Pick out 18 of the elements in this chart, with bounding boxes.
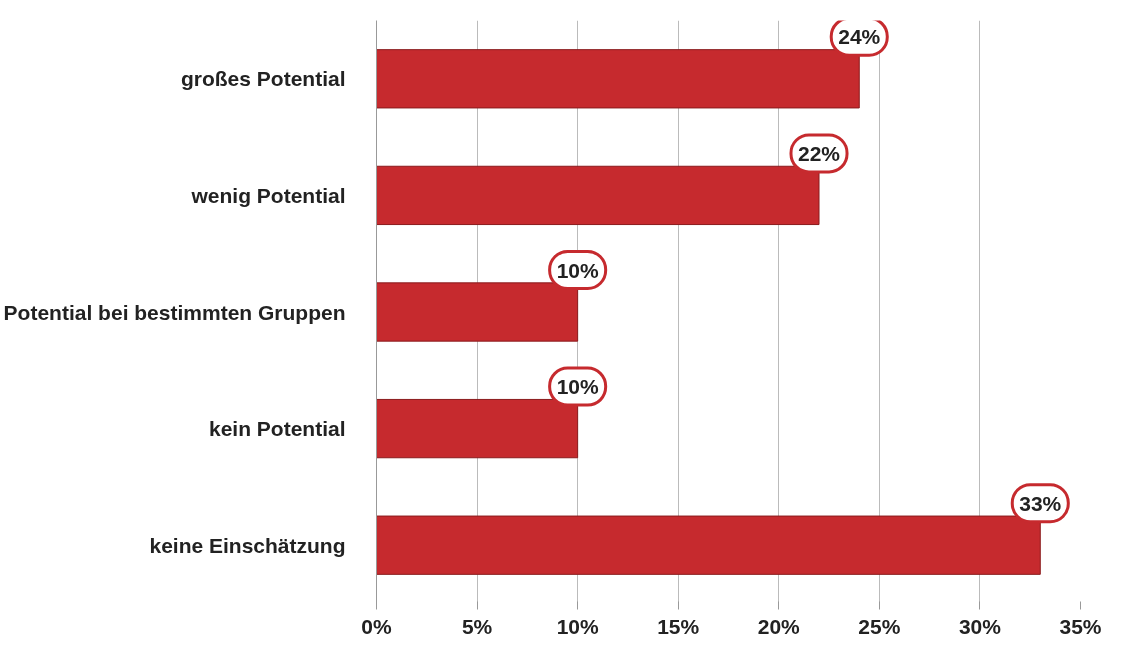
x-tick-label: 15%: [657, 614, 700, 638]
y-tick-label: Potential bei bestimmten Gruppen: [3, 300, 346, 324]
y-tick-label: wenig Potential: [190, 183, 346, 207]
x-tick-label: 25%: [858, 614, 901, 638]
x-tick-label: 30%: [958, 614, 1002, 638]
data-label: 10%: [556, 258, 599, 282]
x-tick-label: 35%: [1059, 614, 1102, 638]
data-label: 24%: [838, 25, 881, 49]
y-tick-label: kein Potential: [208, 417, 346, 441]
y-tick-label: keine Einschätzung: [149, 533, 346, 557]
data-label: 33%: [1019, 491, 1062, 515]
x-tick-label: 5%: [461, 614, 493, 638]
x-tick-label: 0%: [361, 614, 392, 638]
data-label: 22%: [798, 141, 841, 165]
y-tick-label: großes Potential: [180, 67, 346, 91]
data-label: 10%: [556, 375, 599, 399]
x-tick-label: 20%: [757, 614, 801, 638]
x-tick-label: 10%: [556, 614, 599, 638]
